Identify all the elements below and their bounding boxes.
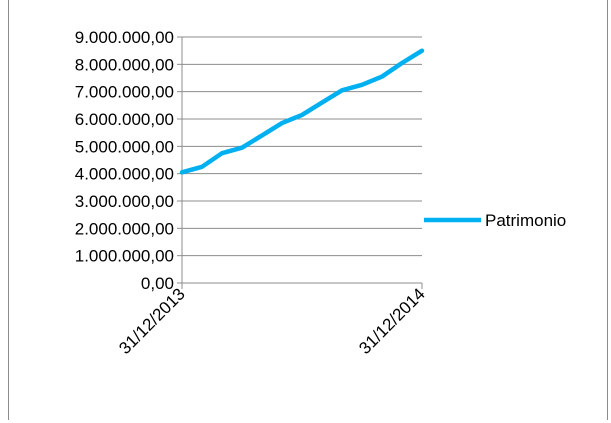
y-tick-label: 6.000.000,00 xyxy=(75,110,174,129)
y-axis-tick-labels: 0,00 1.000.000,00 2.000.000,00 3.000.000,00… xyxy=(75,28,174,293)
y-tick-label: 0,00 xyxy=(141,274,174,293)
gridlines xyxy=(177,36,422,284)
x-tick-label: 31/12/2014 xyxy=(355,284,429,358)
y-tick-label: 7.000.000,00 xyxy=(75,83,174,102)
x-tick-label: 31/12/2013 xyxy=(115,284,189,358)
y-tick-label: 8.000.000,00 xyxy=(75,55,174,74)
legend: Patrimonio xyxy=(424,211,566,230)
series-group xyxy=(179,48,425,175)
y-tick-label: 1.000.000,00 xyxy=(75,247,174,266)
axes xyxy=(181,37,423,289)
y-tick-label: 2.000.000,00 xyxy=(75,219,174,238)
y-tick-label: 3.000.000,00 xyxy=(75,192,174,211)
chart-frame xyxy=(8,0,608,420)
y-tick-label: 5.000.000,00 xyxy=(75,137,174,156)
legend-label: Patrimonio xyxy=(485,211,566,230)
y-tick-label: 9.000.000,00 xyxy=(75,28,174,47)
y-tick-label: 4.000.000,00 xyxy=(75,165,174,184)
x-axis-tick-labels: 31/12/2013 31/12/2014 xyxy=(115,284,429,358)
series-line xyxy=(179,48,425,175)
